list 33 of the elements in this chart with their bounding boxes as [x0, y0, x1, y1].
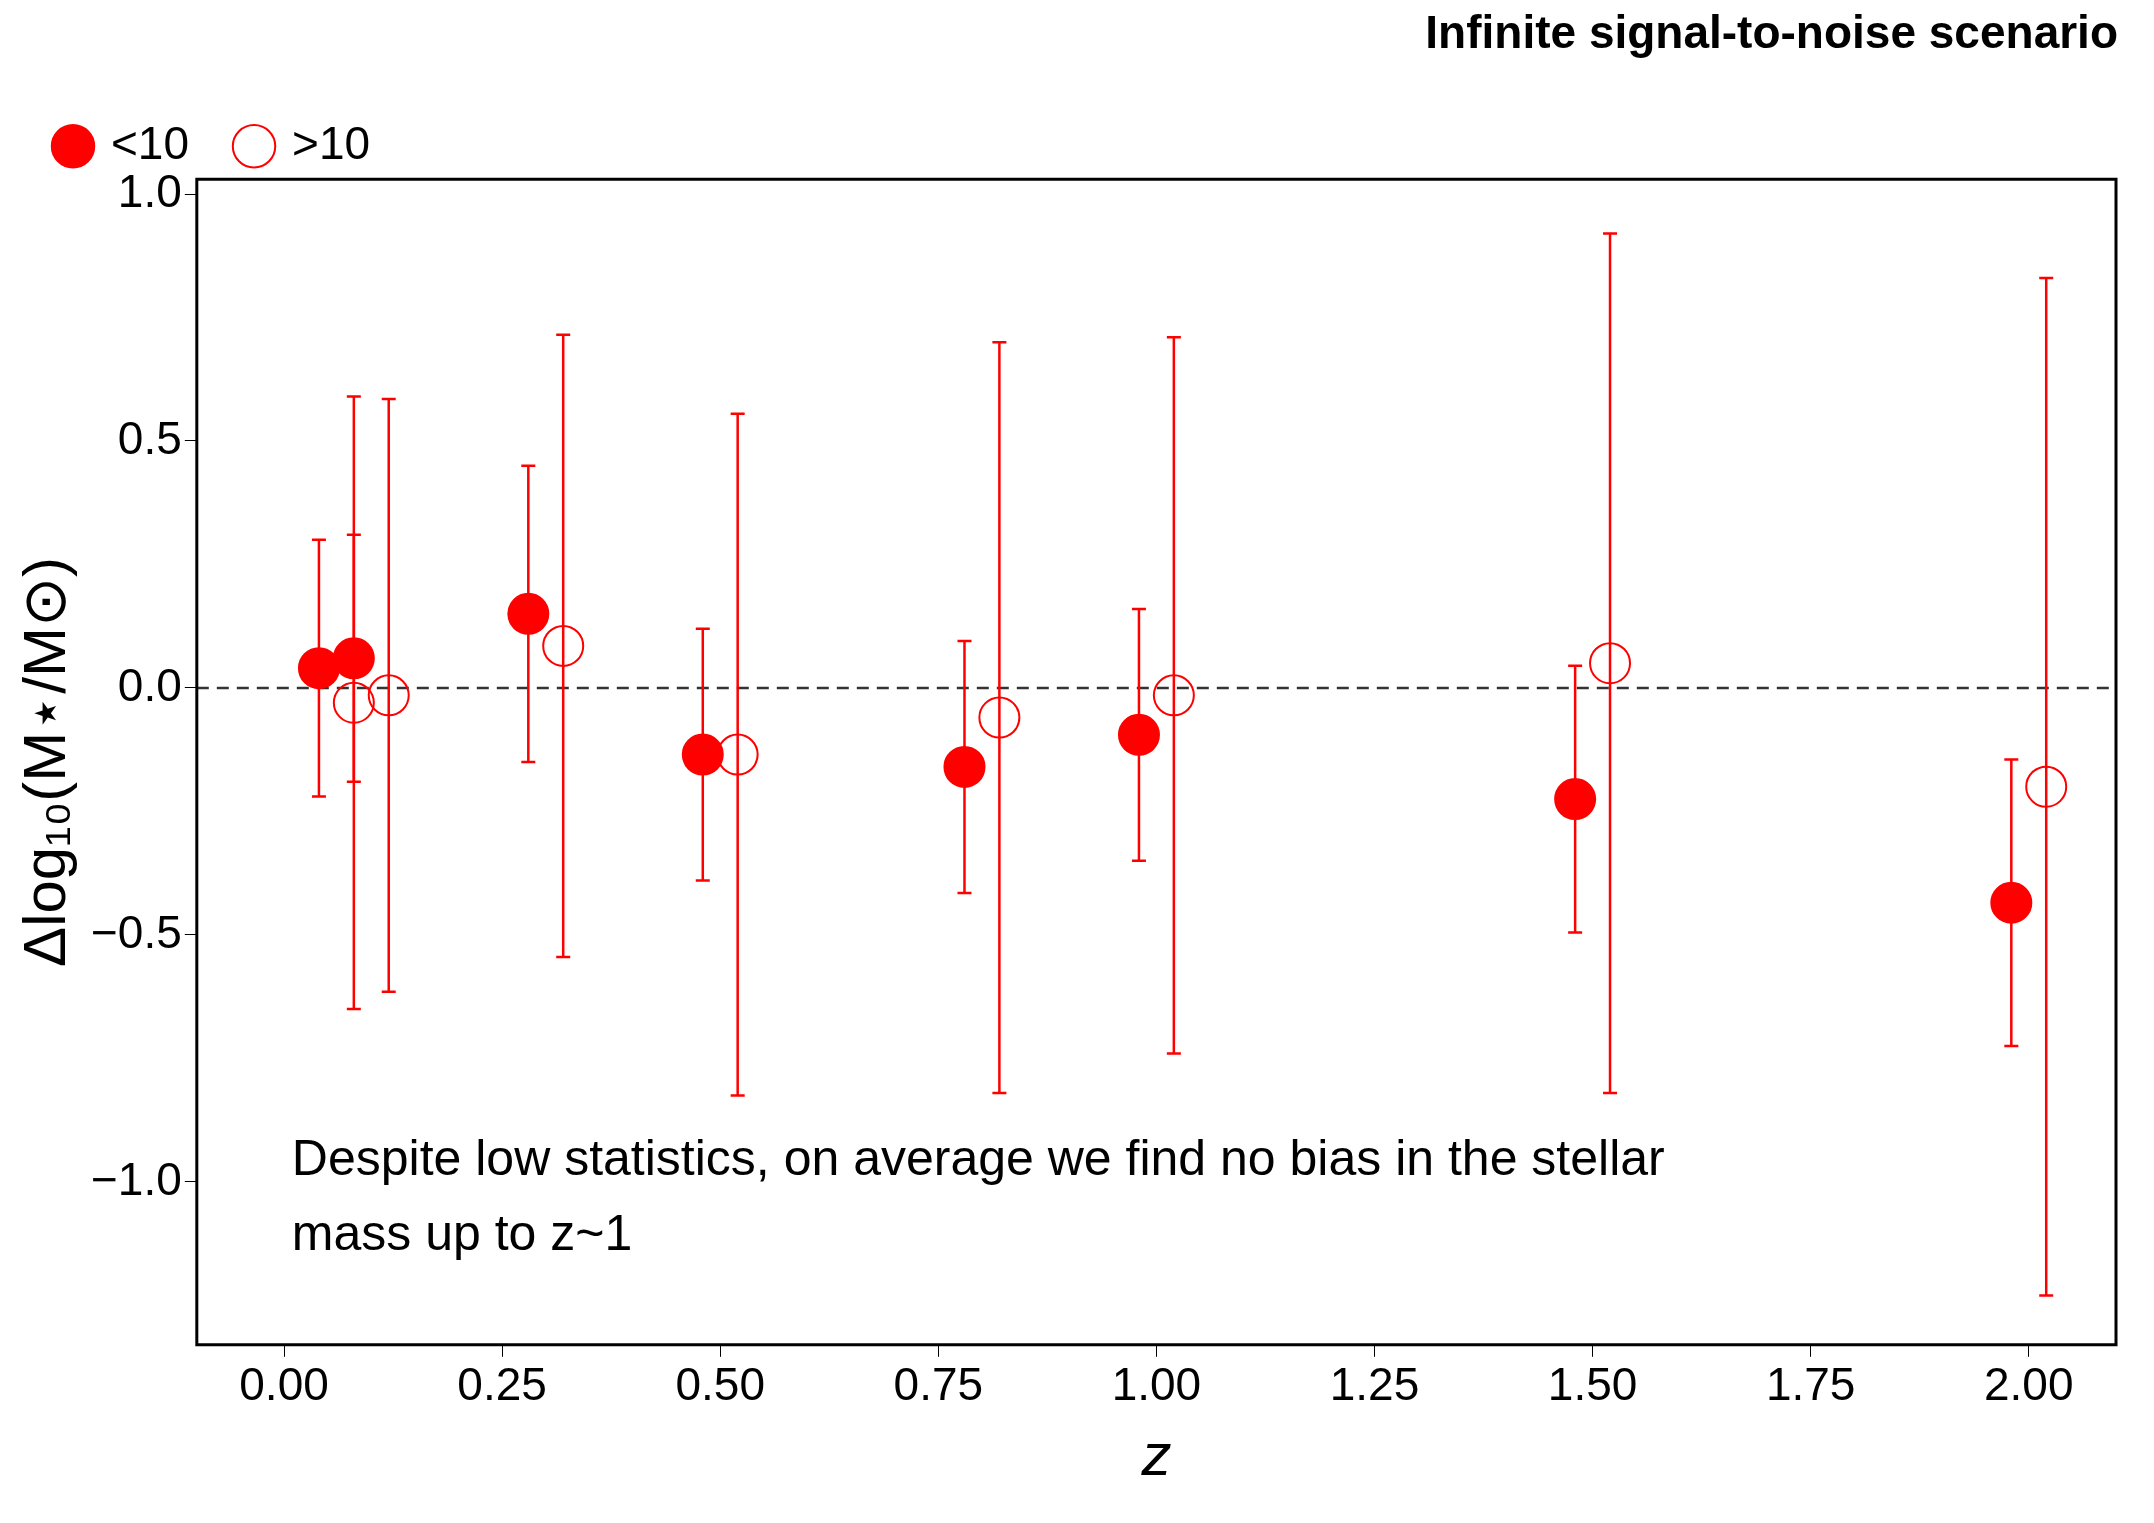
- point: [297, 647, 340, 690]
- y-axis-title: Δlog₁₀(M⋆/M⊙): [10, 557, 78, 967]
- point: [332, 637, 375, 680]
- x-tick-label: 0.25: [457, 1358, 547, 1411]
- point: [943, 745, 986, 788]
- point: [367, 674, 410, 717]
- y-tick-label: −1.0: [91, 1152, 182, 1205]
- x-axis-title: z: [1140, 1420, 1172, 1488]
- x-tick-label: 1.50: [1547, 1358, 1638, 1411]
- x-tick-label: 0.00: [239, 1358, 329, 1411]
- x-tick-label: 1.25: [1329, 1358, 1420, 1411]
- x-tick-label: 1.75: [1765, 1358, 1856, 1411]
- point: [1990, 881, 2033, 924]
- point: [1589, 642, 1632, 685]
- point: [507, 592, 550, 635]
- annotation: Despite low statistics, on average we find no bias in the stellar mass up to z~1: [291, 1129, 1665, 1261]
- point: [681, 733, 724, 776]
- point: [542, 624, 585, 667]
- y-tick-label: 0.5: [117, 411, 182, 464]
- point: [978, 696, 1021, 739]
- x-tick-label: 1.00: [1111, 1358, 1202, 1411]
- x-tick-label: 0.75: [893, 1358, 984, 1411]
- y-tick-label: 0.0: [117, 658, 182, 711]
- x-tick-label: 2.00: [1984, 1358, 2074, 1411]
- y-tick-label: −0.5: [91, 905, 182, 958]
- point: [2025, 765, 2068, 808]
- point: [332, 681, 375, 724]
- point: [1117, 713, 1160, 756]
- legend-label: >10: [292, 116, 371, 169]
- point: [1152, 674, 1195, 717]
- point: [1554, 778, 1597, 821]
- chart-title: Infinite signal-to-noise scenario: [1425, 6, 2118, 59]
- x-tick-label: 0.50: [675, 1358, 765, 1411]
